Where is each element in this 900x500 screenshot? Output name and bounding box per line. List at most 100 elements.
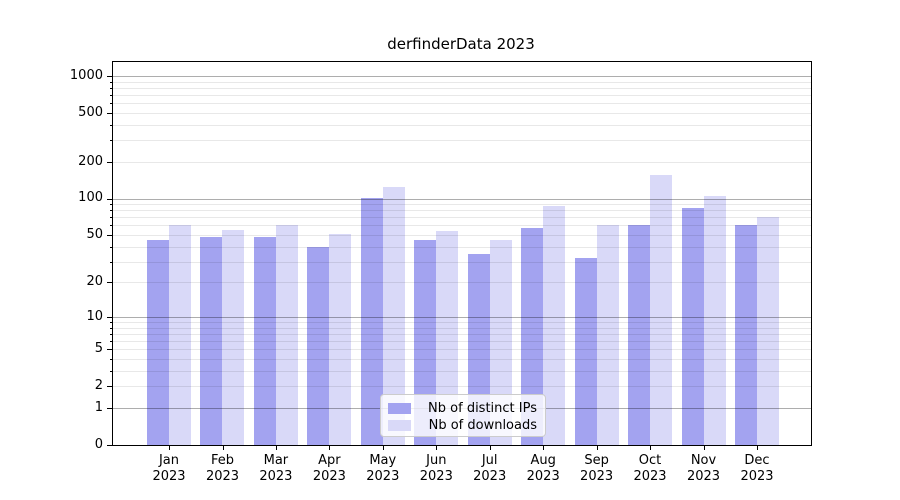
y-tick-label: 5 xyxy=(94,341,103,357)
bar-downloads xyxy=(703,195,726,445)
bar-distinct-ips xyxy=(681,208,704,445)
x-tick-label: Jan 2023 xyxy=(129,453,209,485)
x-tick-year: 2023 xyxy=(686,469,721,484)
gridline-minor xyxy=(113,112,811,114)
x-tick-month: Dec xyxy=(744,453,770,468)
bar-downloads xyxy=(756,216,779,445)
bar-distinct-ips xyxy=(414,240,437,445)
gridline-minor xyxy=(113,322,811,323)
y-tick-label: 2 xyxy=(94,378,103,394)
x-tick-mark xyxy=(382,446,384,450)
gridline-minor xyxy=(113,341,811,343)
bar-distinct-ips xyxy=(734,225,757,445)
x-tick-year: 2023 xyxy=(152,469,186,484)
x-tick-label: Sep 2023 xyxy=(557,453,637,485)
bar-distinct-ips xyxy=(521,228,544,445)
gridline-minor xyxy=(113,140,811,142)
x-tick-month: Aug xyxy=(530,453,556,468)
gridline-minor xyxy=(113,246,811,248)
x-tick-mark xyxy=(650,446,651,450)
y-minor-tick-mark xyxy=(109,210,113,212)
x-tick-mark xyxy=(275,446,277,450)
y-minor-tick-mark xyxy=(109,359,113,360)
bar-downloads xyxy=(436,230,459,445)
x-tick-label: May 2023 xyxy=(343,453,423,485)
gridline-minor xyxy=(113,95,811,96)
x-tick-mark xyxy=(222,446,224,450)
x-tick-year: 2023 xyxy=(580,469,614,484)
bar-downloads xyxy=(222,229,245,445)
x-tick-month: Apr xyxy=(318,453,341,468)
gridline-minor xyxy=(113,386,811,388)
x-tick-label: Oct 2023 xyxy=(610,453,690,485)
legend-swatch-distinct-ips xyxy=(388,403,411,414)
y-tick-label: 50 xyxy=(86,226,103,242)
bar-downloads xyxy=(596,224,619,445)
gridline-minor xyxy=(113,235,811,236)
gridline-minor xyxy=(113,333,811,335)
x-tick-mark xyxy=(329,446,331,450)
gridline-minor xyxy=(113,282,811,284)
y-tick-mark xyxy=(107,282,113,284)
y-tick-mark xyxy=(107,349,113,351)
y-tick-mark xyxy=(107,161,113,163)
x-tick-month: Nov xyxy=(690,453,717,468)
plot-area: 0 1 2 5 10 20 50 100 200 500 1000 Jan 2023 Feb 2023 Mar… xyxy=(70,61,812,484)
y-tick-mark xyxy=(107,445,113,446)
legend-item-downloads: Nb of downloads xyxy=(388,417,537,434)
x-tick-label: Jun 2023 xyxy=(396,453,476,485)
bar-distinct-ips xyxy=(147,240,169,445)
bar-downloads xyxy=(543,205,566,445)
y-minor-tick-mark xyxy=(109,246,113,248)
y-tick-mark xyxy=(107,235,113,236)
chart-title: derfinderData 2023 xyxy=(387,35,535,53)
y-tick-mark xyxy=(107,386,113,388)
x-tick-month: Mar xyxy=(263,453,289,468)
x-tick-year: 2023 xyxy=(633,469,667,484)
bar-downloads xyxy=(382,186,405,445)
x-tick-month: Jul xyxy=(481,453,498,468)
gridline-major xyxy=(113,198,811,200)
bar-distinct-ips xyxy=(360,198,383,445)
y-minor-tick-mark xyxy=(109,225,113,227)
gridline-minor xyxy=(113,225,811,227)
gridline-minor xyxy=(113,204,811,205)
x-tick-year: 2023 xyxy=(419,469,453,484)
x-tick-year: 2023 xyxy=(205,469,240,484)
y-minor-tick-mark xyxy=(109,261,113,263)
y-tick-label: 1 xyxy=(94,399,103,415)
x-tick-label: Nov 2023 xyxy=(664,453,744,485)
bar-downloads xyxy=(489,240,512,445)
x-tick-label: Feb 2023 xyxy=(183,453,263,485)
gridline-minor xyxy=(113,349,811,351)
legend-swatch-downloads xyxy=(388,420,411,431)
x-tick-label: Dec 2023 xyxy=(717,453,797,485)
gridline-minor xyxy=(113,370,811,372)
x-tick-label: Jul 2023 xyxy=(450,453,530,485)
gridline-minor xyxy=(113,359,811,360)
x-tick-year: 2023 xyxy=(312,469,346,484)
gridline-minor xyxy=(113,210,811,212)
x-tick-mark xyxy=(436,446,438,450)
bar-downloads xyxy=(275,224,298,445)
legend: Nb of distinct IPs Nb of downloads xyxy=(380,394,546,437)
x-tick-month: Jun xyxy=(426,453,447,468)
x-tick-mark xyxy=(757,446,758,450)
y-minor-tick-mark xyxy=(109,370,113,372)
x-tick-mark xyxy=(169,446,170,450)
y-tick-mark xyxy=(107,198,113,200)
y-minor-tick-mark xyxy=(109,124,113,126)
y-tick-label: 0 xyxy=(94,437,103,452)
x-tick-month: Feb xyxy=(210,453,235,468)
bar-distinct-ips xyxy=(253,237,276,445)
x-tick-month: Jan xyxy=(158,453,180,468)
bar-downloads xyxy=(329,233,352,445)
legend-label-distinct-ips: Nb of distinct IPs xyxy=(428,401,537,416)
y-minor-tick-mark xyxy=(109,95,113,96)
gridline-minor xyxy=(113,81,811,83)
x-tick-mark xyxy=(489,446,491,450)
gridline-minor xyxy=(113,124,811,126)
y-tick-mark xyxy=(107,112,113,114)
y-tick-label: 10 xyxy=(86,308,103,324)
